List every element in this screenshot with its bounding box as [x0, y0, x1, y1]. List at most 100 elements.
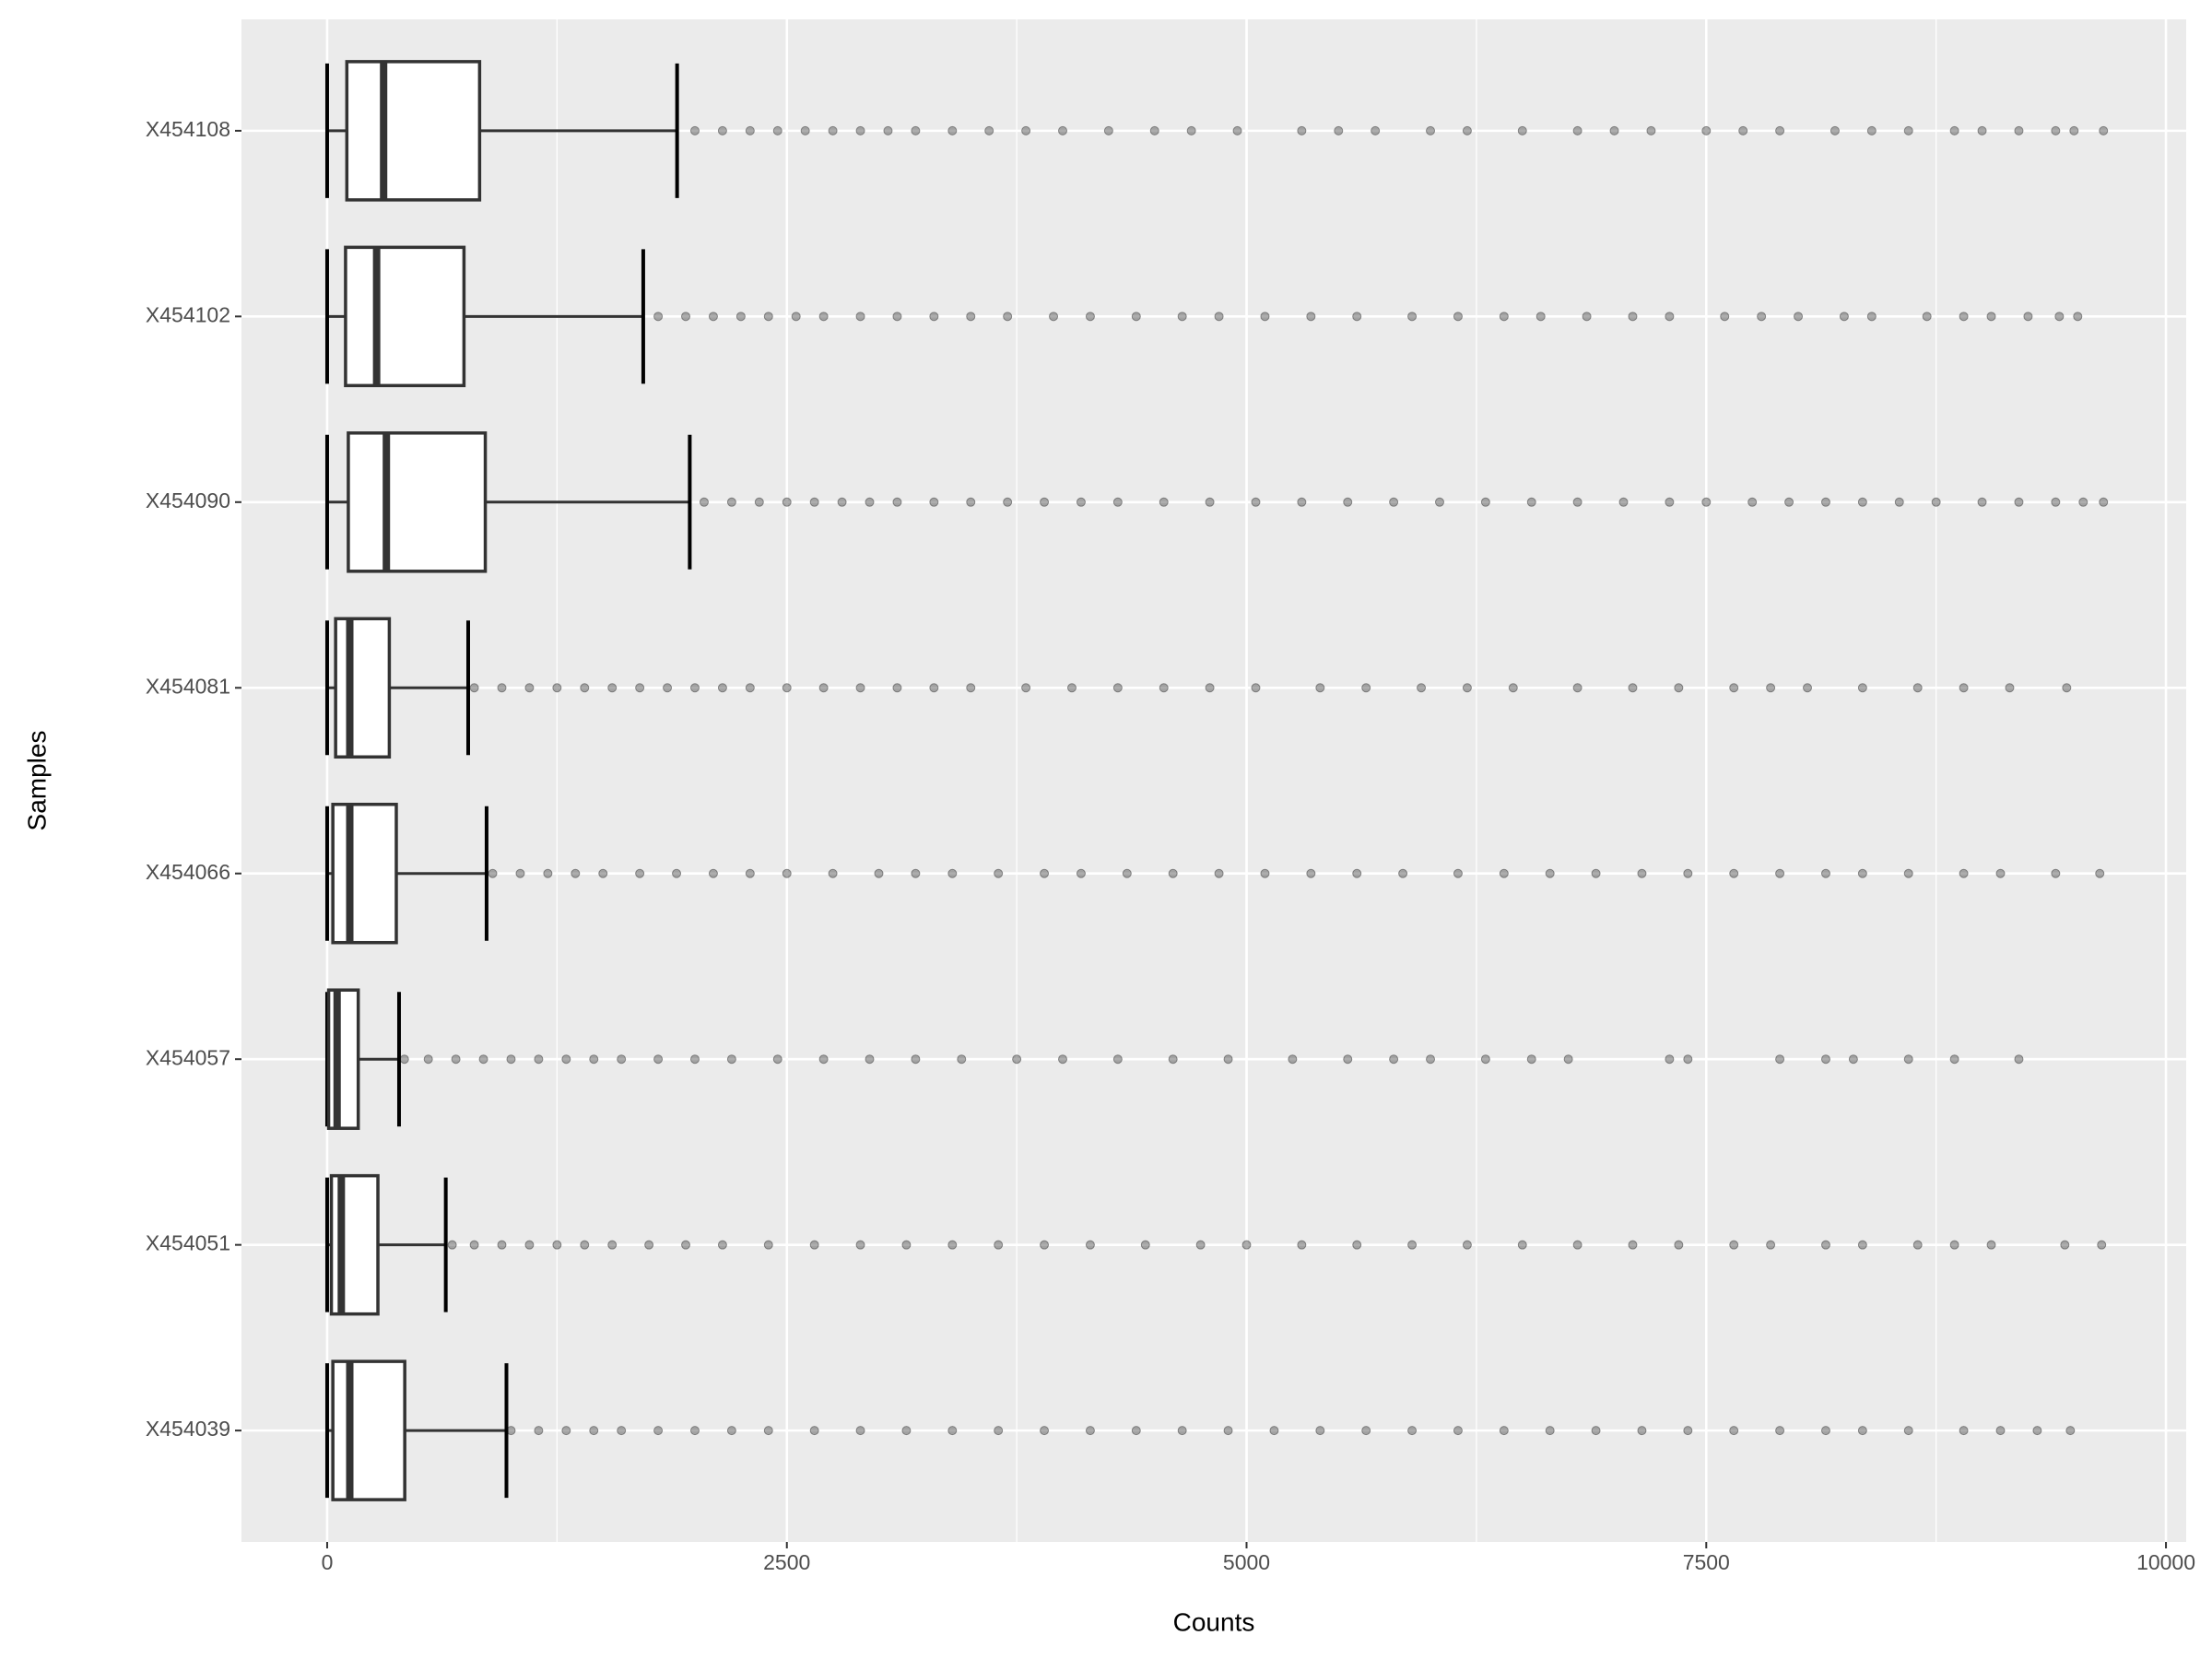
outlier [1894, 497, 1904, 507]
outlier [1618, 497, 1629, 507]
outlier [689, 125, 700, 135]
outlier [423, 1054, 433, 1065]
outlier [1480, 1054, 1490, 1065]
outlier [1820, 497, 1830, 507]
outlier [1628, 312, 1638, 322]
outlier [1149, 125, 1159, 135]
outlier [635, 683, 645, 693]
outlier [1738, 125, 1748, 135]
outlier [1857, 1240, 1867, 1250]
outlier [1757, 312, 1767, 322]
outlier [571, 868, 581, 878]
outlier [1140, 1240, 1150, 1250]
outlier [855, 125, 865, 135]
outlier [1315, 1426, 1325, 1436]
outlier [1453, 312, 1463, 322]
outlier [1085, 312, 1095, 322]
outlier [2032, 1426, 2042, 1436]
outlier [469, 1240, 479, 1250]
outlier [1766, 683, 1776, 693]
outlier [809, 1426, 819, 1436]
outlier [2051, 868, 2061, 878]
outlier [1214, 312, 1224, 322]
outlier [1251, 497, 1261, 507]
outlier [1517, 1240, 1527, 1250]
outlier [1453, 1426, 1463, 1436]
outlier [1168, 868, 1178, 878]
outlier [828, 868, 838, 878]
outlier [1820, 868, 1830, 878]
outlier [1076, 497, 1086, 507]
outlier [901, 1426, 912, 1436]
outlier [561, 1426, 571, 1436]
outlier [1794, 312, 1804, 322]
outlier [497, 683, 507, 693]
outlier [957, 1054, 967, 1065]
x-tick-label: 5000 [1223, 1550, 1270, 1574]
outlier [653, 312, 664, 322]
outlier [488, 868, 498, 878]
outlier [1977, 497, 1987, 507]
outlier [818, 312, 829, 322]
outlier [1949, 1054, 1959, 1065]
outlier [1646, 125, 1656, 135]
outlier [1775, 1426, 1785, 1436]
box [326, 988, 360, 1130]
outlier [1297, 497, 1307, 507]
outlier [1003, 312, 1013, 322]
outlier [966, 497, 976, 507]
outlier [1480, 497, 1490, 507]
outlier [911, 1054, 921, 1065]
outlier [984, 125, 994, 135]
outlier [1775, 1054, 1785, 1065]
outlier [1371, 125, 1381, 135]
outlier [1637, 1426, 1647, 1436]
outlier [1499, 1426, 1509, 1436]
outlier [1049, 312, 1059, 322]
outlier [2060, 1240, 2070, 1250]
outlier [469, 683, 479, 693]
outlier [617, 1426, 627, 1436]
outlier [1260, 868, 1270, 878]
y-tick-label: X454057 [146, 1045, 230, 1069]
outlier [772, 125, 782, 135]
outlier [1306, 868, 1316, 878]
outlier [1389, 497, 1399, 507]
outlier [828, 125, 838, 135]
outlier [1912, 1240, 1923, 1250]
box [344, 245, 466, 388]
outlier [892, 497, 902, 507]
outlier [717, 125, 727, 135]
outlier [2073, 312, 2083, 322]
x-axis-title: Counts [1173, 1607, 1255, 1636]
outlier [1186, 125, 1196, 135]
outlier [1315, 683, 1325, 693]
outlier [561, 1054, 571, 1065]
outlier [1085, 1240, 1095, 1250]
outlier [1251, 683, 1261, 693]
outlier [929, 312, 939, 322]
outlier [1508, 683, 1518, 693]
outlier [524, 1240, 535, 1250]
outlier [1112, 683, 1123, 693]
outlier [1665, 497, 1675, 507]
outlier [1986, 312, 1996, 322]
outlier [1766, 1240, 1776, 1250]
outlier [883, 125, 893, 135]
outlier [1701, 497, 1712, 507]
outlier [1288, 1054, 1298, 1065]
outlier [1803, 683, 1813, 693]
outlier [552, 683, 562, 693]
outlier [1352, 868, 1362, 878]
outlier [892, 312, 902, 322]
box [347, 431, 488, 573]
outlier [1526, 1054, 1536, 1065]
outlier [874, 868, 884, 878]
y-tick-label: X454039 [146, 1417, 230, 1441]
outlier [635, 868, 645, 878]
outlier [1784, 497, 1794, 507]
outlier [672, 868, 682, 878]
outlier [2014, 497, 2024, 507]
outlier [763, 312, 773, 322]
outlier [515, 868, 525, 878]
